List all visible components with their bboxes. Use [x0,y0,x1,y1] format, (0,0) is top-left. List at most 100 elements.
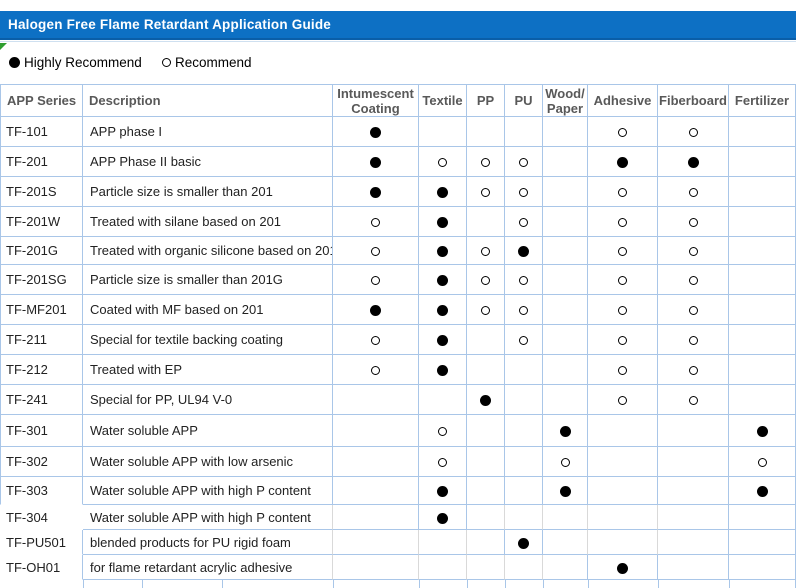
description-cell: Water soluble APP with high P content [83,505,333,530]
recommend-icon [481,247,490,257]
table-row: TF-301 Water soluble APP [0,415,796,447]
legend: Highly Recommend Recommend [0,53,400,71]
column-header-intumescent-coating: Intumescent Coating [333,84,419,117]
app-series-cell: TF-211 [0,325,83,355]
highly-recommend-icon [370,305,381,317]
legend-item-recommend: Recommend [162,53,252,71]
table-row: TF-212 Treated with EP [0,355,796,385]
table-row: TF-201 APP Phase II basic [0,147,796,177]
mark-cell-pu [505,147,543,177]
mark-cell-wood-paper [543,415,588,447]
recommend-icon [618,276,627,286]
recommend-icon [560,458,570,468]
mark-cell-fertilizer [729,447,796,477]
mark-cell-adhesive [588,415,658,447]
app-series-cell: TF-101 [0,117,83,147]
recommend-icon [481,188,490,198]
mark-cell-adhesive [588,265,658,295]
mark-cell-textile [419,447,467,477]
table-row: TF-201G Treated with organic silicone bas… [0,237,796,265]
mark-cell-fiberboard [658,117,729,147]
mark-cell-wood-paper [543,265,588,295]
highly-recommend-icon [480,395,491,407]
mark-cell-wood-paper [543,295,588,325]
mark-cell-fertilizer [729,325,796,355]
mark-cell-pp [467,385,505,415]
description-cell: Treated with silane based on 201 [83,207,333,237]
mark-cell-intumescent-coating [333,177,419,207]
mark-cell-fertilizer [729,207,796,237]
description-cell: Water soluble APP with high P content [83,477,333,505]
mark-cell-pp [467,207,505,237]
table-row: TF-302 Water soluble APP with low arsenic [0,447,796,477]
recommend-icon [618,128,627,138]
recommend-icon [618,396,627,406]
mark-cell-wood-paper [543,207,588,237]
highly-recommend-icon [437,365,448,377]
mark-cell-adhesive [588,385,658,415]
mark-cell-fiberboard [658,447,729,477]
mark-cell-wood-paper [543,117,588,147]
description-cell: APP Phase II basic [83,147,333,177]
mark-cell-pp [467,295,505,325]
mark-cell-fiberboard [658,385,729,415]
mark-cell-fiberboard [658,415,729,447]
column-header-pp: PP [467,84,505,117]
mark-cell-intumescent-coating [333,415,419,447]
mark-cell-fiberboard [658,325,729,355]
recommend-icon [688,188,698,198]
description-cell: Particle size is smaller than 201G [83,265,333,295]
recommend-icon [519,306,528,316]
mark-cell-pp [467,447,505,477]
recommend-icon [688,336,698,346]
highly-recommend-icon [617,562,628,574]
partial-row-gridline [467,580,468,588]
partial-row-gridline [83,580,84,588]
mark-cell-adhesive [588,477,658,505]
recommend-icon [481,306,490,316]
recommend-icon [688,218,698,228]
partial-row-gridline [505,580,506,588]
recommend-icon [371,276,380,286]
recommend-icon [618,188,627,198]
table-row: TF-OH01 for flame retardant acrylic adhes… [0,555,796,580]
column-header-description: Description [83,84,333,117]
mark-cell-textile [419,355,467,385]
partial-row-gridline [588,580,589,588]
mark-cell-pp [467,117,505,147]
mark-cell-wood-paper [543,530,588,555]
mark-cell-pp [467,237,505,265]
mark-cell-fertilizer [729,265,796,295]
app-series-cell: TF-201S [0,177,83,207]
mark-cell-pp [467,530,505,555]
mark-cell-fiberboard [658,147,729,177]
partial-row-gridline [333,580,334,588]
mark-cell-fiberboard [658,355,729,385]
recommend-icon [371,336,380,346]
app-series-cell: TF-201 [0,147,83,177]
mark-cell-textile [419,147,467,177]
title-bar-underline [0,41,796,42]
mark-cell-fertilizer [729,177,796,207]
recommend-icon [438,427,447,437]
mark-cell-pp [467,147,505,177]
mark-cell-adhesive [588,530,658,555]
highly-recommend-icon [518,246,529,258]
mark-cell-adhesive [588,505,658,530]
recommend-icon [371,366,380,376]
mark-cell-pu [505,265,543,295]
mark-cell-fertilizer [729,147,796,177]
mark-cell-intumescent-coating [333,207,419,237]
mark-cell-intumescent-coating [333,447,419,477]
application-table: APP Series Description Intumescent Coating… [0,84,796,580]
table-row: TF-241 Special for PP, UL94 V-0 [0,385,796,415]
mark-cell-fiberboard [658,237,729,265]
mark-cell-pp [467,505,505,530]
recommend-icon [688,366,698,376]
mark-cell-fiberboard [658,477,729,505]
table-row: TF-303 Water soluble APP with high P cont… [0,477,796,505]
mark-cell-pu [505,355,543,385]
mark-cell-textile [419,530,467,555]
mark-cell-pp [467,265,505,295]
column-header-adhesive: Adhesive [588,84,658,117]
